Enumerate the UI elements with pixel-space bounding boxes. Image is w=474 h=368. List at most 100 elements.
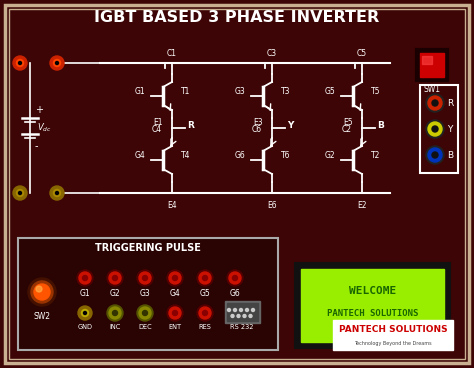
Circle shape (227, 270, 243, 286)
Text: TRIGGERING PULSE: TRIGGERING PULSE (95, 243, 201, 253)
Bar (420, 85, 458, 173)
Circle shape (167, 305, 183, 321)
Text: G1: G1 (80, 289, 91, 298)
Circle shape (54, 60, 61, 67)
Text: G6: G6 (234, 151, 245, 159)
Text: DEC: DEC (138, 324, 152, 330)
Circle shape (252, 308, 255, 311)
Text: Y: Y (447, 124, 452, 134)
Text: +: + (35, 105, 43, 115)
Text: Y: Y (287, 120, 293, 130)
Circle shape (112, 276, 118, 280)
Circle shape (243, 315, 246, 318)
Text: -: - (35, 141, 38, 151)
Circle shape (173, 276, 177, 280)
Text: C1: C1 (167, 49, 177, 58)
Bar (422, 56, 432, 64)
Text: G5: G5 (324, 86, 335, 96)
Text: C2: C2 (342, 125, 352, 134)
Text: T6: T6 (281, 151, 291, 159)
Circle shape (234, 308, 237, 311)
Circle shape (428, 122, 442, 136)
Circle shape (432, 152, 438, 158)
Text: G2: G2 (324, 151, 335, 159)
Bar (420, 53, 444, 77)
Circle shape (426, 94, 444, 112)
Circle shape (228, 308, 230, 311)
Circle shape (426, 146, 444, 164)
Circle shape (139, 307, 151, 319)
Circle shape (36, 286, 42, 292)
Circle shape (13, 186, 27, 200)
Circle shape (197, 305, 213, 321)
Circle shape (34, 284, 50, 300)
Text: E4: E4 (167, 201, 177, 210)
Text: GND: GND (78, 324, 92, 330)
Text: RES: RES (199, 324, 211, 330)
Circle shape (79, 272, 91, 284)
Circle shape (237, 315, 240, 318)
Text: G6: G6 (229, 289, 240, 298)
Circle shape (83, 311, 86, 315)
Text: T2: T2 (371, 151, 380, 159)
Circle shape (428, 96, 442, 110)
Circle shape (167, 270, 183, 286)
Text: RS 232: RS 232 (230, 324, 254, 330)
Text: T1: T1 (181, 86, 191, 96)
Text: C4: C4 (152, 125, 162, 134)
Bar (225, 301, 260, 323)
Text: E5: E5 (343, 118, 353, 127)
Circle shape (109, 307, 121, 319)
Text: Technology Beyond the Dreams: Technology Beyond the Dreams (354, 340, 432, 346)
Text: IGBT BASED 3 PHASE INVERTER: IGBT BASED 3 PHASE INVERTER (94, 11, 380, 25)
Text: E6: E6 (267, 201, 277, 210)
Circle shape (197, 270, 213, 286)
Text: G1: G1 (134, 86, 145, 96)
Circle shape (426, 120, 444, 138)
Circle shape (109, 272, 121, 284)
Circle shape (77, 270, 93, 286)
Circle shape (82, 276, 88, 280)
Text: C6: C6 (252, 125, 262, 134)
Circle shape (199, 272, 211, 284)
Circle shape (28, 278, 56, 306)
Bar (295, 263, 450, 348)
Circle shape (229, 272, 241, 284)
Circle shape (50, 186, 64, 200)
Text: ENT: ENT (168, 324, 182, 330)
Text: R: R (187, 120, 194, 130)
Circle shape (246, 308, 248, 311)
Circle shape (82, 309, 89, 316)
Circle shape (17, 190, 24, 197)
Circle shape (432, 126, 438, 132)
Circle shape (50, 56, 64, 70)
Text: C5: C5 (357, 49, 367, 58)
Circle shape (173, 311, 177, 315)
Circle shape (18, 61, 21, 64)
Bar (333, 320, 453, 350)
Circle shape (428, 148, 442, 162)
Text: E3: E3 (253, 118, 263, 127)
Bar (301, 269, 444, 342)
Circle shape (139, 272, 151, 284)
Circle shape (249, 315, 252, 318)
Text: G2: G2 (109, 289, 120, 298)
Bar (18, 238, 278, 350)
Text: SW2: SW2 (34, 312, 51, 321)
Circle shape (199, 307, 211, 319)
Circle shape (202, 311, 208, 315)
Bar (227, 303, 258, 321)
Circle shape (239, 308, 243, 311)
Text: INC: INC (109, 324, 121, 330)
Text: PANTECH SOLUTIONS: PANTECH SOLUTIONS (339, 325, 447, 333)
Text: T3: T3 (281, 86, 291, 96)
Text: PANTECH SOLUTIONS: PANTECH SOLUTIONS (327, 308, 418, 318)
Circle shape (18, 191, 21, 195)
Text: WELCOME: WELCOME (349, 286, 396, 296)
Circle shape (231, 315, 234, 318)
Circle shape (55, 191, 58, 195)
Bar (416, 49, 448, 81)
Text: G3: G3 (234, 86, 245, 96)
Text: G4: G4 (170, 289, 181, 298)
Circle shape (143, 276, 147, 280)
